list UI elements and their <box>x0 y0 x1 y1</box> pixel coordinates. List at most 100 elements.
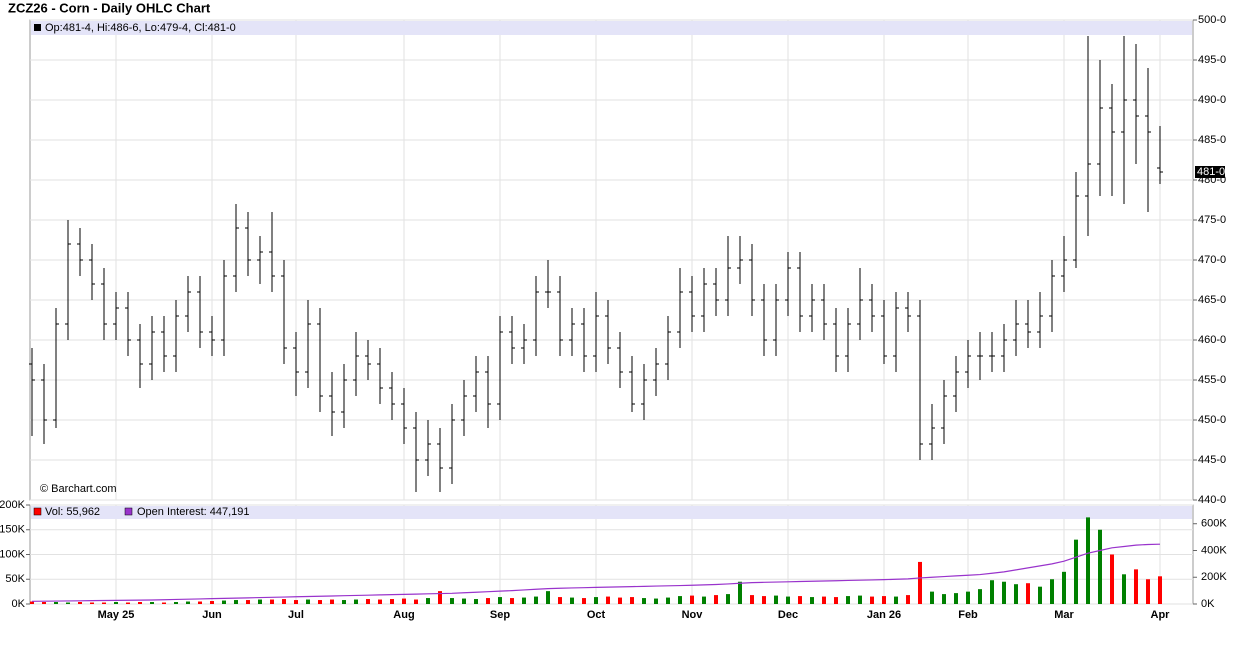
volume-bar <box>642 598 646 604</box>
volume-bar <box>522 597 526 604</box>
y-tick-label: 100K <box>0 548 26 560</box>
volume-bar <box>114 602 118 604</box>
chart-title: ZCZ26 - Corn - Daily OHLC Chart <box>8 0 211 15</box>
volume-bar <box>894 596 898 604</box>
volume-bar <box>1086 517 1090 604</box>
volume-bar <box>822 596 826 604</box>
legend-label: Vol: 55,962 <box>45 506 100 518</box>
volume-bar <box>930 591 934 604</box>
volume-bar <box>30 601 34 604</box>
volume-bar <box>1158 576 1162 604</box>
volume-bar <box>798 596 802 604</box>
y-tick-label: 450-0 <box>1198 414 1226 426</box>
volume-bar <box>174 602 178 604</box>
x-tick-label: Sep <box>490 609 510 621</box>
y-tick-label: 50K <box>5 573 25 585</box>
volume-bar <box>762 596 766 604</box>
y-tick-label: 445-0 <box>1198 454 1226 466</box>
volume-bar <box>330 599 334 604</box>
y2-tick-label: 0K <box>1201 598 1215 610</box>
volume-bar <box>78 602 82 604</box>
volume-bar <box>318 600 322 604</box>
open-interest-line <box>31 543 1161 602</box>
volume-bar <box>978 589 982 604</box>
volume-bar <box>750 595 754 604</box>
volume-bar <box>186 601 190 604</box>
volume-bar <box>714 595 718 604</box>
y-tick-label: 200K <box>0 499 26 511</box>
y-tick-label: 465-0 <box>1198 294 1226 306</box>
volume-bar <box>162 602 166 604</box>
volume-bar <box>1074 539 1078 604</box>
volume-bar <box>390 599 394 604</box>
volume-bar <box>102 602 106 604</box>
x-tick-label: Dec <box>778 609 798 621</box>
x-tick-label: May 25 <box>98 609 135 621</box>
volume-bar <box>1050 579 1054 604</box>
volume-bar <box>1038 586 1042 604</box>
volume-bar <box>1026 583 1030 604</box>
volume-bar <box>1134 569 1138 604</box>
x-tick-label: Aug <box>393 609 414 621</box>
volume-bar <box>954 593 958 604</box>
y-tick-label: 440-0 <box>1198 494 1226 506</box>
volume-bar <box>810 597 814 604</box>
x-tick-label: Oct <box>587 609 606 621</box>
volume-bar <box>150 602 154 604</box>
x-tick-label: Feb <box>958 609 978 621</box>
volume-bar <box>942 594 946 604</box>
last-price-label: 481-0 <box>1197 166 1225 178</box>
volume-bar <box>906 595 910 604</box>
legend-label: Open Interest: 447,191 <box>137 506 250 518</box>
volume-bar <box>270 599 274 604</box>
volume-bar <box>882 596 886 604</box>
info-swatch <box>34 24 41 31</box>
volume-bar <box>786 596 790 604</box>
volume-bar <box>282 599 286 604</box>
volume-bar <box>726 594 730 604</box>
y-tick-label: 455-0 <box>1198 374 1226 386</box>
volume-bar <box>222 600 226 604</box>
volume-bar <box>90 602 94 604</box>
volume-bar <box>306 599 310 604</box>
volume-bar <box>54 602 58 604</box>
volume-bar <box>666 597 670 604</box>
y-tick-label: 500-0 <box>1198 14 1226 26</box>
volume-bar <box>534 596 538 604</box>
x-tick-label: Jan 26 <box>867 609 901 621</box>
volume-bar <box>66 602 70 604</box>
volume-bar <box>510 598 514 604</box>
volume-bar <box>438 591 442 604</box>
x-tick-label: Jul <box>288 609 304 621</box>
volume-bar <box>342 600 346 604</box>
y-tick-label: 475-0 <box>1198 214 1226 226</box>
y2-tick-label: 400K <box>1201 544 1227 556</box>
legend-swatch <box>33 507 42 516</box>
volume-bar <box>294 600 298 604</box>
x-tick-label: Jun <box>202 609 222 621</box>
y-tick-label: 460-0 <box>1198 334 1226 346</box>
volume-bar <box>1122 574 1126 604</box>
volume-bar <box>654 598 658 604</box>
volume-bar <box>474 599 478 604</box>
legend-swatch <box>124 507 133 516</box>
volume-bar <box>618 597 622 604</box>
volume-bar <box>1110 554 1114 604</box>
volume-bar <box>486 598 490 604</box>
volume-bar <box>546 591 550 604</box>
volume-bar <box>246 600 250 604</box>
volume-bar <box>1002 581 1006 604</box>
volume-bar <box>498 597 502 604</box>
legend-band <box>31 506 1192 519</box>
volume-bar <box>366 599 370 604</box>
volume-bar <box>678 596 682 604</box>
info-text: Op:481-4, Hi:486-6, Lo:479-4, Cl:481-0 <box>45 22 236 34</box>
volume-bar <box>426 598 430 604</box>
volume-bar <box>774 595 778 604</box>
volume-bar <box>918 561 922 604</box>
volume-bar <box>42 602 46 604</box>
volume-bar <box>378 599 382 604</box>
volume-bar <box>690 595 694 604</box>
